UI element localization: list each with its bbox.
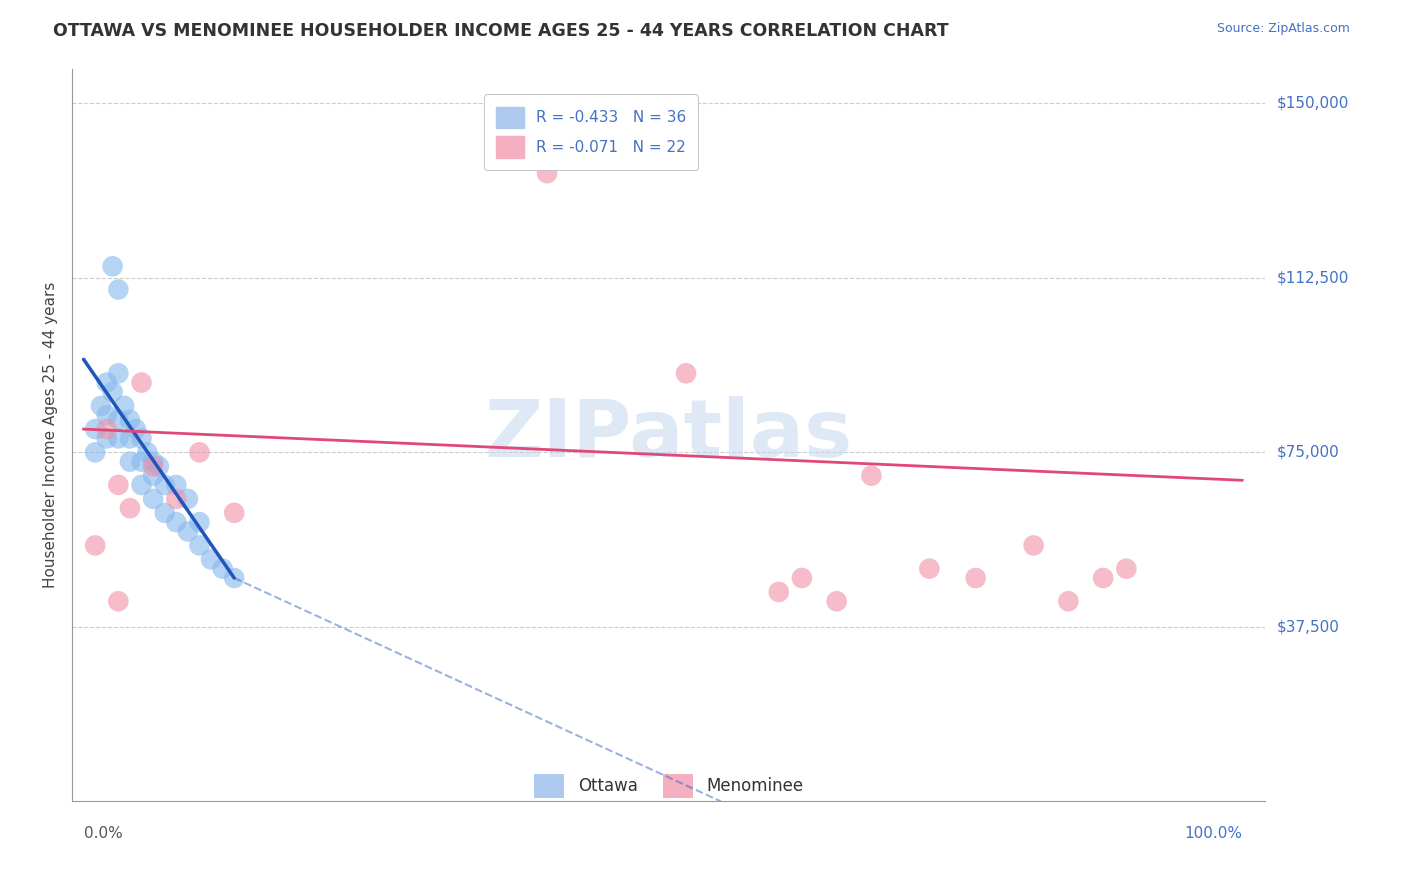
- Point: [142, 455, 165, 469]
- Point: [965, 571, 987, 585]
- Point: [84, 538, 107, 552]
- Point: [107, 594, 129, 608]
- Text: $37,500: $37,500: [1277, 619, 1340, 634]
- Point: [84, 422, 107, 436]
- Point: [131, 431, 153, 445]
- Point: [107, 478, 129, 492]
- Y-axis label: Householder Income Ages 25 - 44 years: Householder Income Ages 25 - 44 years: [44, 282, 58, 588]
- Point: [177, 491, 200, 506]
- Text: $75,000: $75,000: [1277, 445, 1339, 460]
- Point: [224, 506, 246, 520]
- Point: [96, 376, 118, 390]
- Point: [131, 478, 153, 492]
- Point: [131, 455, 153, 469]
- Point: [101, 259, 124, 273]
- Point: [107, 413, 129, 427]
- Text: Source: ZipAtlas.com: Source: ZipAtlas.com: [1216, 22, 1350, 36]
- Point: [84, 445, 107, 459]
- Point: [136, 445, 159, 459]
- Point: [107, 366, 129, 380]
- Point: [107, 431, 129, 445]
- Point: [825, 594, 848, 608]
- Point: [125, 422, 148, 436]
- Point: [118, 501, 141, 516]
- Point: [211, 562, 233, 576]
- Point: [96, 422, 118, 436]
- Text: ZIPatlas: ZIPatlas: [485, 396, 853, 474]
- Point: [177, 524, 200, 539]
- Point: [153, 478, 176, 492]
- Point: [1092, 571, 1115, 585]
- Point: [107, 283, 129, 297]
- Point: [165, 515, 187, 529]
- Text: 0.0%: 0.0%: [83, 826, 122, 841]
- Point: [860, 468, 883, 483]
- Point: [200, 552, 222, 566]
- Text: OTTAWA VS MENOMINEE HOUSEHOLDER INCOME AGES 25 - 44 YEARS CORRELATION CHART: OTTAWA VS MENOMINEE HOUSEHOLDER INCOME A…: [53, 22, 949, 40]
- Point: [131, 376, 153, 390]
- Point: [96, 408, 118, 422]
- Point: [188, 515, 211, 529]
- Legend: Ottawa, Menominee: Ottawa, Menominee: [524, 764, 813, 807]
- Point: [101, 384, 124, 399]
- Point: [165, 491, 187, 506]
- Point: [90, 399, 112, 413]
- Point: [675, 366, 697, 380]
- Point: [1022, 538, 1045, 552]
- Point: [148, 459, 170, 474]
- Point: [224, 571, 246, 585]
- Point: [142, 491, 165, 506]
- Point: [918, 562, 941, 576]
- Point: [165, 478, 187, 492]
- Point: [188, 538, 211, 552]
- Point: [96, 431, 118, 445]
- Point: [188, 445, 211, 459]
- Point: [142, 459, 165, 474]
- Point: [118, 455, 141, 469]
- Text: $150,000: $150,000: [1277, 96, 1348, 111]
- Point: [118, 413, 141, 427]
- Point: [790, 571, 813, 585]
- Text: $112,500: $112,500: [1277, 270, 1348, 285]
- Point: [1115, 562, 1137, 576]
- Text: 100.0%: 100.0%: [1184, 826, 1241, 841]
- Point: [112, 399, 135, 413]
- Point: [118, 431, 141, 445]
- Point: [768, 585, 790, 599]
- Point: [1057, 594, 1080, 608]
- Point: [142, 468, 165, 483]
- Point: [153, 506, 176, 520]
- Point: [536, 166, 558, 180]
